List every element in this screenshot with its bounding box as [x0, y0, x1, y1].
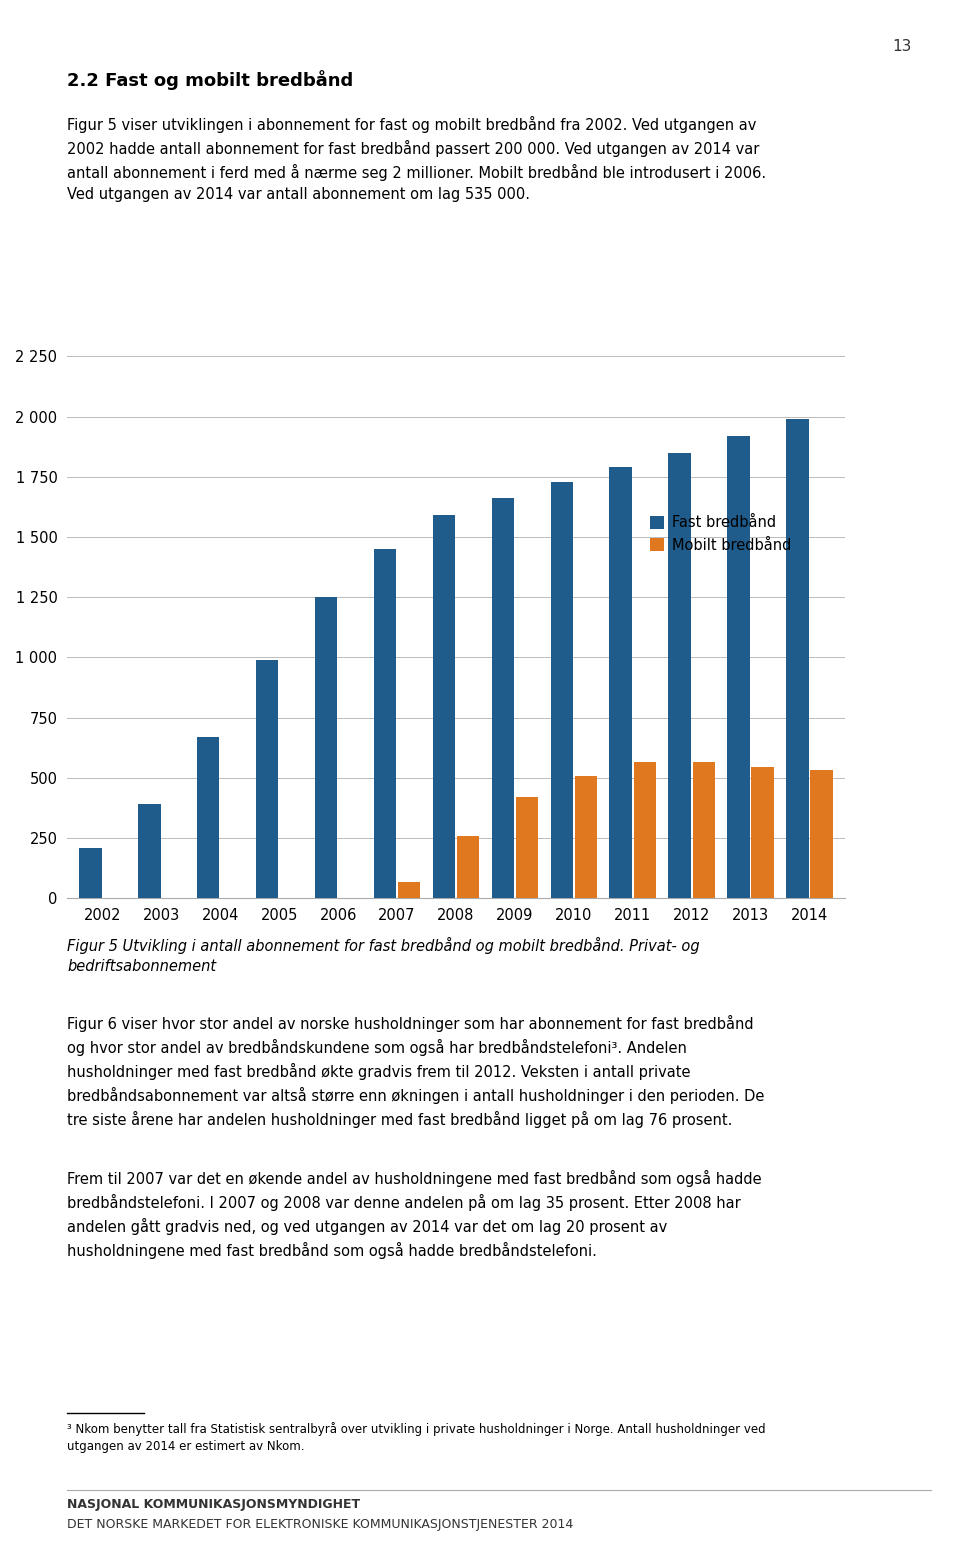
Text: ³ Nkom benytter tall fra Statistisk sentralbyrå over utvikling i private hushold: ³ Nkom benytter tall fra Statistisk sent… — [67, 1422, 766, 1453]
Bar — [634, 762, 656, 898]
Text: 13: 13 — [893, 39, 912, 54]
Bar — [256, 660, 278, 898]
Legend: Fast bredbånd, Mobilt bredbånd: Fast bredbånd, Mobilt bredbånd — [650, 516, 791, 553]
Bar — [197, 737, 220, 898]
Bar — [457, 836, 479, 898]
Text: Figur 5 viser utviklingen i abonnement for fast og mobilt bredbånd fra 2002. Ved: Figur 5 viser utviklingen i abonnement f… — [67, 116, 766, 203]
Bar — [575, 776, 597, 898]
Y-axis label: Antall abonnement i 1000: Antall abonnement i 1000 — [0, 531, 4, 723]
Bar — [492, 499, 514, 898]
Bar — [728, 435, 750, 898]
Text: Figur 5 Utvikling i antall abonnement for fast bredbånd og mobilt bredbånd. Priv: Figur 5 Utvikling i antall abonnement fo… — [67, 937, 700, 974]
Bar — [516, 798, 539, 898]
Bar — [550, 482, 573, 898]
Bar — [752, 767, 774, 898]
Text: Frem til 2007 var det en økende andel av husholdningene med fast bredbånd som og: Frem til 2007 var det en økende andel av… — [67, 1169, 762, 1259]
Bar — [810, 770, 832, 898]
Bar — [315, 598, 337, 898]
Bar — [373, 548, 396, 898]
Bar — [610, 468, 632, 898]
Bar — [433, 516, 455, 898]
Bar — [80, 847, 102, 898]
Text: Figur 6 viser hvor stor andel av norske husholdninger som har abonnement for fas: Figur 6 viser hvor stor andel av norske … — [67, 1015, 764, 1128]
Bar — [138, 804, 160, 898]
Bar — [692, 762, 715, 898]
Text: NASJONAL KOMMUNIKASJONSMYNDIGHET: NASJONAL KOMMUNIKASJONSMYNDIGHET — [67, 1498, 360, 1510]
Bar — [786, 418, 808, 898]
Bar — [398, 881, 420, 898]
Text: DET NORSKE MARKEDET FOR ELEKTRONISKE KOMMUNIKASJONSTJENESTER 2014: DET NORSKE MARKEDET FOR ELEKTRONISKE KOM… — [67, 1518, 573, 1530]
Bar — [668, 452, 691, 898]
Text: 2.2 Fast og mobilt bredbånd: 2.2 Fast og mobilt bredbånd — [67, 70, 353, 90]
